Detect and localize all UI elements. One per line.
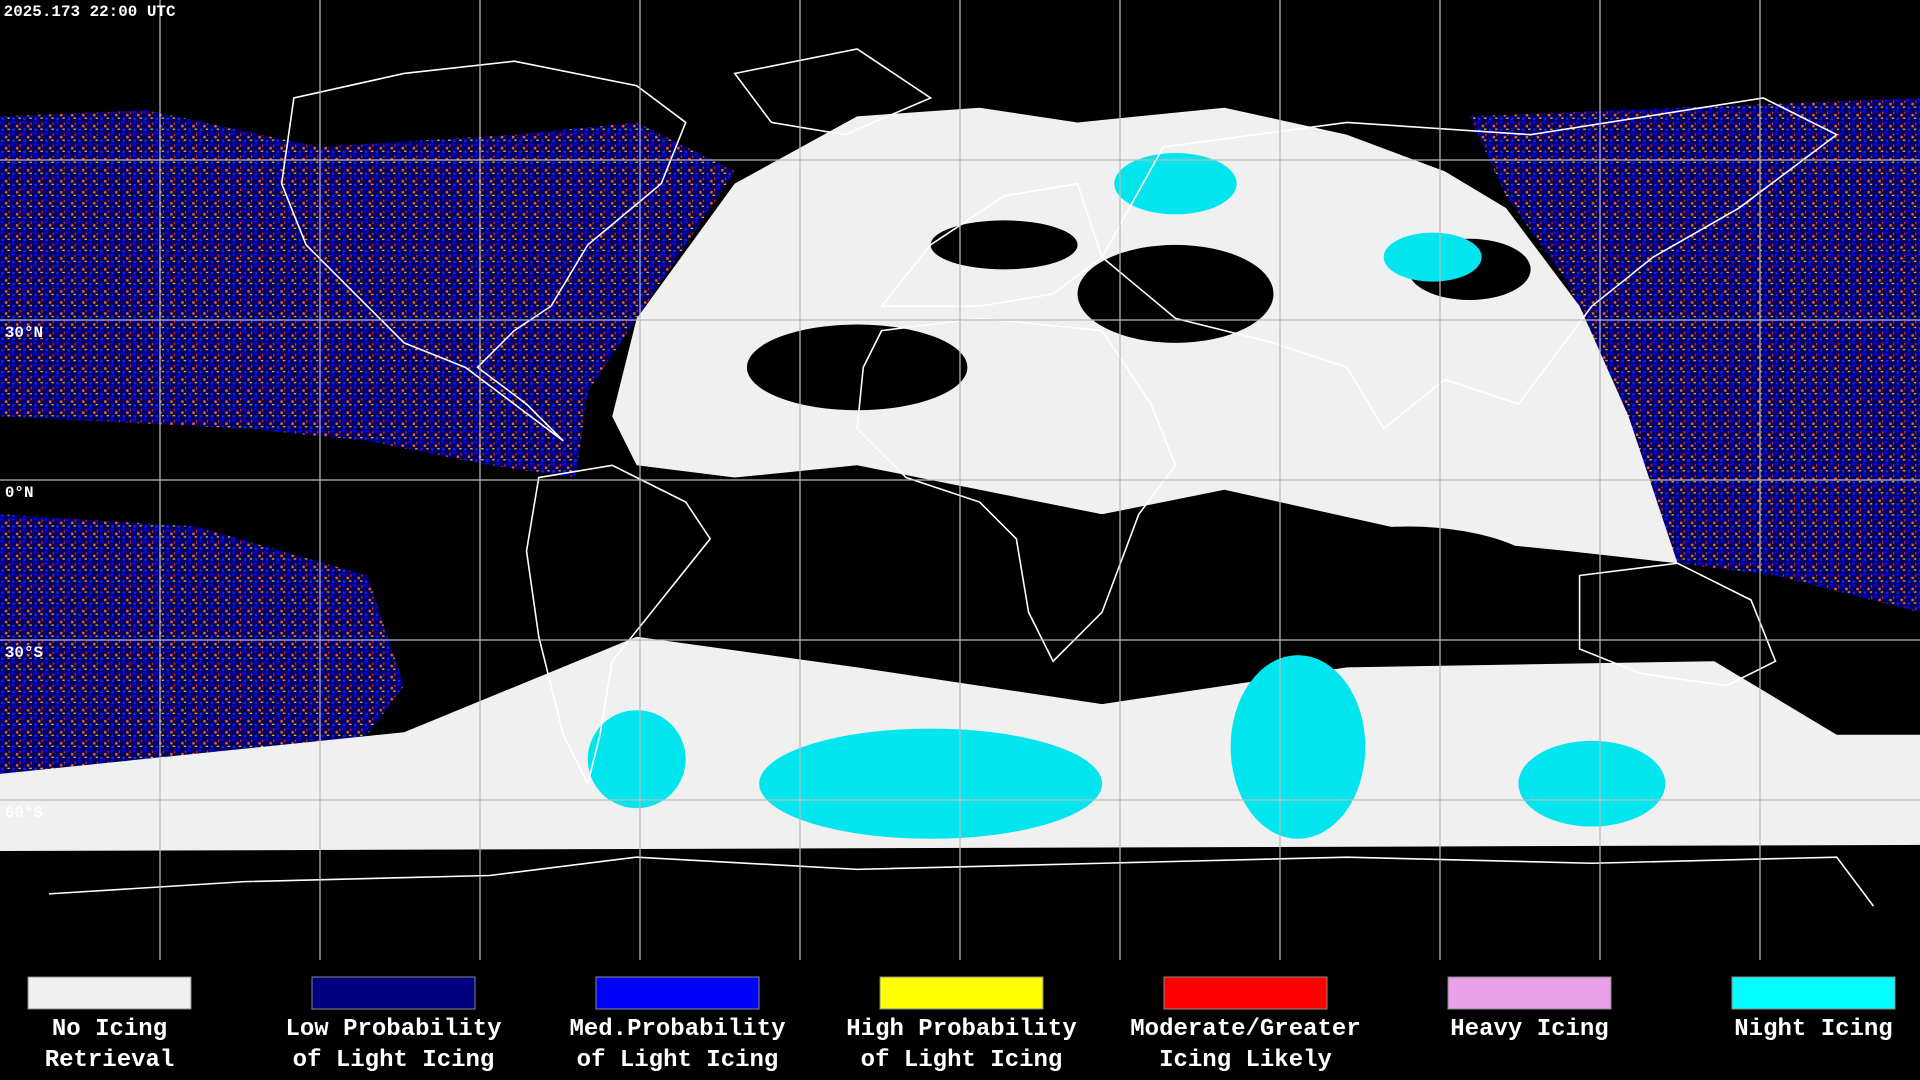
asia (1101, 97, 1839, 430)
clear-area (930, 220, 1078, 270)
legend-label: High Probability (846, 1016, 1076, 1043)
legend-label: Low Probability (285, 1016, 501, 1043)
timestamp: 2025.173 22:00 UTC (4, 3, 176, 21)
legend-swatch (879, 976, 1044, 1010)
clear-area (1261, 526, 1556, 649)
legend-swatch (1731, 976, 1896, 1010)
night-icing-area (587, 710, 686, 809)
legend-label: Night Icing (1734, 1016, 1892, 1043)
south-pacific-icing-area (0, 514, 405, 784)
antarctica (48, 856, 1875, 907)
map: 30°N 0°N 30°S 60°S 2025.173 22:00 UTC (0, 0, 1920, 960)
north-america (280, 60, 687, 442)
legend-label: No Icing (52, 1016, 167, 1043)
europe (879, 182, 1103, 307)
legend-label: Moderate/Greater (1130, 1016, 1360, 1043)
south-america (525, 464, 712, 786)
africa (856, 317, 1177, 663)
legend-swatch (1447, 976, 1612, 1010)
legend-label: Med.Probability (569, 1016, 785, 1043)
legend: No Icing Retrieval Low Probability of Light… (27, 976, 1896, 1074)
legend-swatch (595, 976, 760, 1010)
latitude-label: 0°N (5, 484, 34, 502)
graticule (0, 0, 1920, 960)
clear-sky-holes (648, 220, 1556, 662)
night-icing-area (1230, 655, 1366, 839)
latitude-labels: 30°N 0°N 30°S 60°S (5, 324, 44, 822)
latitude-label: 30°N (5, 324, 43, 342)
legend-label: of Light Icing (577, 1047, 779, 1074)
greenland (733, 48, 933, 136)
clear-area (991, 514, 1213, 662)
legend-swatch (27, 976, 192, 1010)
night-icing-area (1114, 153, 1237, 215)
legend-label: Retrieval (45, 1047, 175, 1074)
night-icing-area (1518, 740, 1666, 827)
legend-label: of Light Icing (861, 1047, 1063, 1074)
legend-swatch (311, 976, 476, 1010)
legend-label: of Light Icing (293, 1047, 495, 1074)
legend-swatch (1163, 976, 1328, 1010)
clear-area (746, 324, 968, 411)
night-icing-area (1383, 232, 1482, 282)
west-icing-area (0, 110, 735, 478)
night-icing-areas (587, 153, 1666, 839)
legend-label: Heavy Icing (1450, 1016, 1608, 1043)
legend-label: Icing Likely (1159, 1047, 1332, 1074)
night-icing-area (759, 728, 1103, 839)
clear-area (648, 477, 821, 552)
australia (1578, 562, 1777, 687)
icing-pattern-areas (0, 97, 1920, 784)
coastlines (48, 48, 1875, 907)
clear-area (1077, 244, 1274, 343)
latitude-label: 30°S (5, 644, 44, 662)
east-icing-area (1469, 97, 1920, 613)
latitude-label: 60°S (5, 804, 44, 822)
